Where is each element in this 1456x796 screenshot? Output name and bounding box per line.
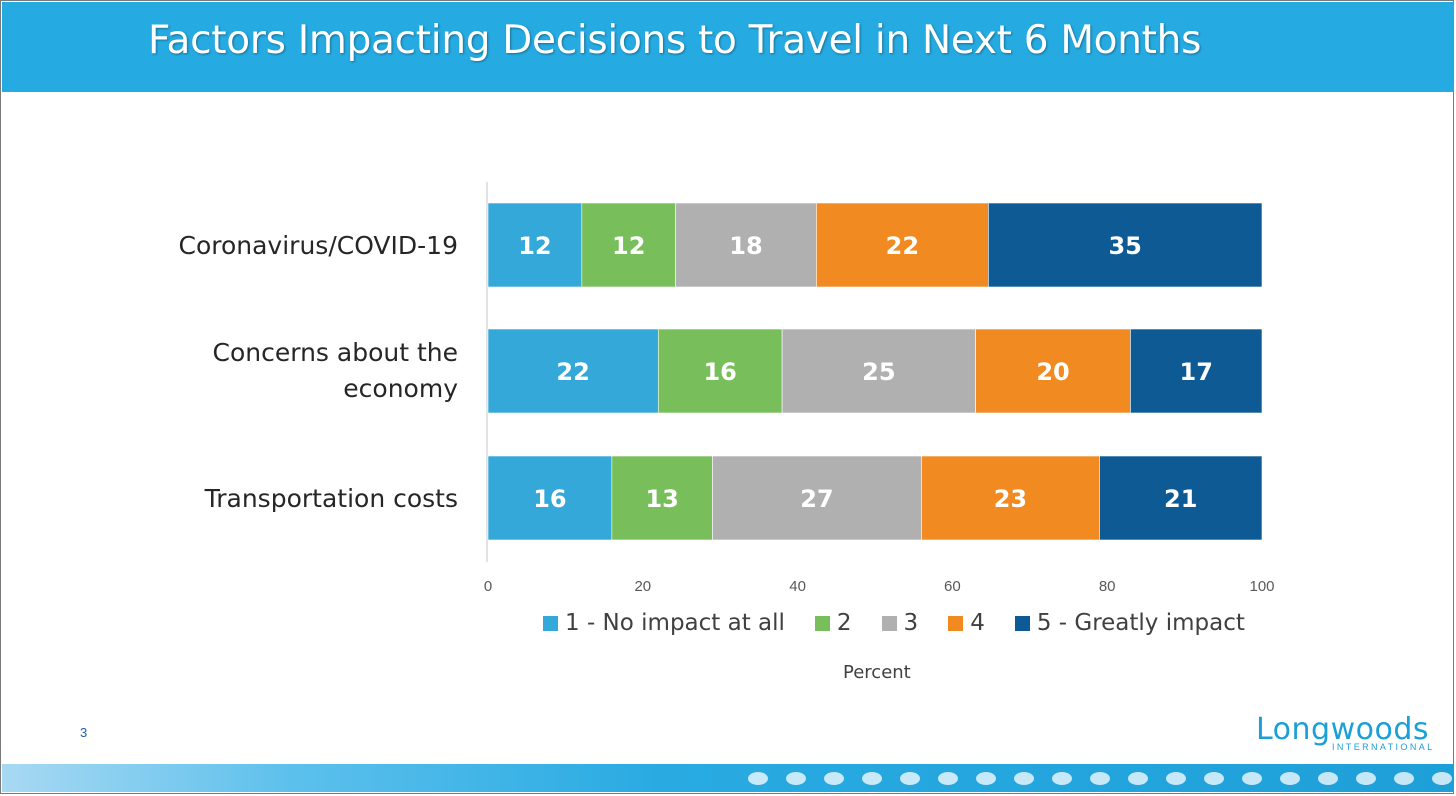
footer-dot xyxy=(1242,772,1262,785)
footer-dot xyxy=(1318,772,1338,785)
data-label: 12 xyxy=(518,232,551,260)
logo-subtitle: INTERNATIONAL xyxy=(1332,742,1435,752)
legend-item-4: 4 xyxy=(948,610,985,636)
bar-segment xyxy=(675,202,817,288)
footer-dot xyxy=(938,772,958,785)
legend-swatch xyxy=(1014,615,1030,631)
legend-label: 5 - Greatly impact xyxy=(1036,610,1245,636)
footer-band xyxy=(2,764,1454,792)
logo-wordmark: Longwoods xyxy=(1256,712,1430,747)
bar-segment xyxy=(1130,328,1263,414)
slide-title: Factors Impacting Decisions to Travel in… xyxy=(148,18,1202,63)
footer-dot xyxy=(1166,772,1186,785)
bar-segment xyxy=(657,328,783,414)
x-tick-label: 40 xyxy=(789,578,806,595)
bar-segment xyxy=(581,202,676,288)
legend-label: 1 - No impact at all xyxy=(565,610,785,636)
bar-segment xyxy=(975,328,1131,414)
data-label: 13 xyxy=(645,485,678,513)
data-label: 16 xyxy=(703,358,736,386)
page-number: 3 xyxy=(80,725,88,740)
legend-swatch xyxy=(881,615,897,631)
chart-legend: 1 - No impact at all 2 3 4 5 - Greatly i… xyxy=(543,606,1245,640)
legend-swatch xyxy=(543,615,558,631)
longwoods-logo: Longwoods INTERNATIONAL xyxy=(1256,712,1436,758)
footer-dot xyxy=(1394,772,1414,785)
header-bar: Factors Impacting Decisions to Travel in… xyxy=(2,2,1454,92)
data-label: 35 xyxy=(1108,232,1141,260)
footer-dot xyxy=(976,772,996,785)
data-label: 25 xyxy=(862,358,895,386)
x-tick-label: 60 xyxy=(944,578,961,595)
legend-swatch xyxy=(814,615,830,631)
x-tick-label: 0 xyxy=(484,578,492,595)
data-label: 23 xyxy=(994,485,1027,513)
footer-dot xyxy=(1356,772,1376,785)
data-label: 12 xyxy=(612,232,645,260)
x-axis-title: Percent xyxy=(843,662,911,683)
footer-dot xyxy=(1204,772,1224,785)
legend-item-5: 5 - Greatly impact xyxy=(1014,610,1245,636)
bar-segment xyxy=(487,328,659,414)
x-tick-label: 80 xyxy=(1099,578,1116,595)
legend-swatch xyxy=(948,615,964,631)
legend-item-2: 2 xyxy=(814,610,852,636)
footer-dot xyxy=(862,772,882,785)
footer-dot xyxy=(1014,772,1034,785)
bar-segment xyxy=(781,328,976,414)
bar-segment xyxy=(611,455,713,541)
legend-label: 3 xyxy=(903,610,919,636)
data-label: 22 xyxy=(886,232,919,260)
data-label: 16 xyxy=(533,485,566,513)
data-label: 21 xyxy=(1164,485,1197,513)
footer-dot xyxy=(1280,772,1300,785)
footer-dot xyxy=(1128,772,1148,785)
data-label: 18 xyxy=(729,232,762,260)
bar-segment xyxy=(487,455,613,541)
category-label-economy: Concerns about the economy xyxy=(212,338,458,403)
footer-dot xyxy=(824,772,844,785)
data-label: 20 xyxy=(1036,358,1069,386)
data-label: 27 xyxy=(800,485,833,513)
category-label-transportation: Transportation costs xyxy=(204,484,458,513)
footer-dot xyxy=(900,772,920,785)
x-tick-label: 100 xyxy=(1249,578,1274,595)
legend-item-3: 3 xyxy=(881,610,919,636)
category-label-covid: Coronavirus/COVID-19 xyxy=(178,231,458,260)
footer-dot xyxy=(1090,772,1110,785)
bar-segment xyxy=(1099,455,1263,541)
bar-segment xyxy=(921,455,1100,541)
data-label: 22 xyxy=(556,358,589,386)
legend-label: 2 xyxy=(836,610,852,636)
footer-dot xyxy=(786,772,806,785)
data-label: 17 xyxy=(1180,358,1213,386)
footer-dot xyxy=(1432,772,1452,785)
bar-segment xyxy=(988,202,1263,288)
legend-item-1: 1 - No impact at all xyxy=(543,610,785,636)
legend-label: 4 xyxy=(970,610,985,636)
bar-segment xyxy=(487,202,583,288)
footer-dot xyxy=(1052,772,1072,785)
bar-segment xyxy=(712,455,922,541)
bar-segment xyxy=(816,202,989,288)
footer-dot xyxy=(748,772,768,785)
x-tick-label: 20 xyxy=(634,578,651,595)
